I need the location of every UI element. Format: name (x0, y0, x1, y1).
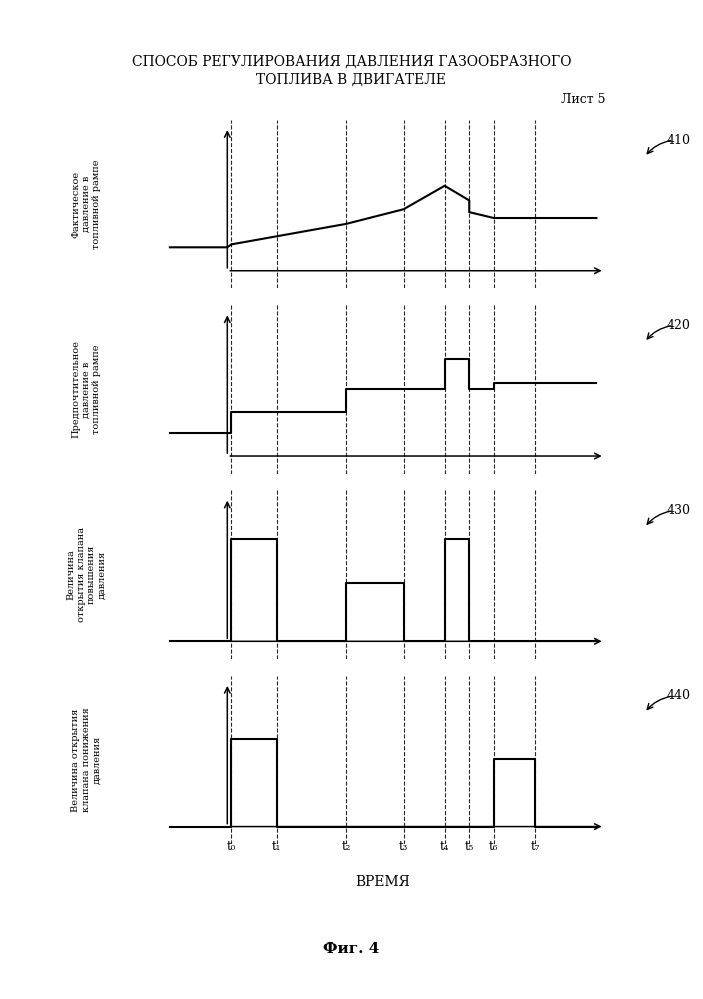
Text: ТОПЛИВА В ДВИГАТЕЛЕ: ТОПЛИВА В ДВИГАТЕЛЕ (257, 73, 446, 87)
Text: 430: 430 (666, 504, 690, 517)
Text: t₃: t₃ (399, 840, 408, 853)
Text: 420: 420 (666, 319, 690, 332)
Text: t₄: t₄ (440, 840, 449, 853)
Text: Предпочтительное
давление в
топливной рампе: Предпочтительное давление в топливной ра… (72, 341, 101, 439)
Text: Фиг. 4: Фиг. 4 (323, 942, 380, 956)
Text: ВРЕМЯ: ВРЕМЯ (356, 875, 411, 889)
Text: t₂: t₂ (342, 840, 351, 853)
Text: t₇: t₇ (530, 840, 540, 853)
Text: Фактическое
давление в
топливной рампе: Фактическое давление в топливной рампе (72, 160, 101, 249)
Text: t₅: t₅ (465, 840, 474, 853)
Text: СПОСОБ РЕГУЛИРОВАНИЯ ДАВЛЕНИЯ ГАЗООБРАЗНОГО: СПОСОБ РЕГУЛИРОВАНИЯ ДАВЛЕНИЯ ГАЗООБРАЗН… (131, 55, 572, 69)
Text: t₆: t₆ (489, 840, 498, 853)
Text: Величина
открытия клапана
повышения
давления: Величина открытия клапана повышения давл… (66, 527, 106, 622)
Text: t₀: t₀ (227, 840, 236, 853)
Text: t₁: t₁ (272, 840, 281, 853)
Text: Лист 5: Лист 5 (561, 93, 606, 107)
Text: Величина открытия
клапана понижения
давления: Величина открытия клапана понижения давл… (72, 707, 101, 812)
Text: 410: 410 (666, 134, 690, 147)
Text: 440: 440 (666, 689, 690, 702)
